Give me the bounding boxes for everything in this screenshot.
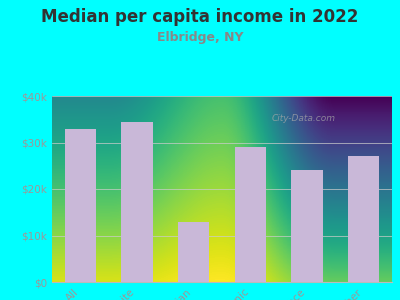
Text: Elbridge, NY: Elbridge, NY — [157, 32, 243, 44]
Bar — [292, 170, 322, 282]
Bar — [235, 147, 266, 282]
Bar — [178, 221, 209, 282]
Text: City-Data.com: City-Data.com — [272, 114, 336, 123]
Bar — [122, 122, 152, 282]
Bar — [65, 128, 96, 282]
Bar — [348, 157, 379, 282]
Text: Median per capita income in 2022: Median per capita income in 2022 — [41, 8, 359, 26]
